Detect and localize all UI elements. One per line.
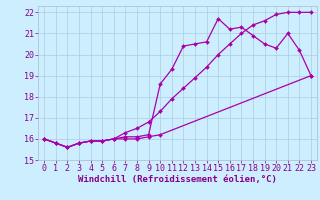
X-axis label: Windchill (Refroidissement éolien,°C): Windchill (Refroidissement éolien,°C) <box>78 175 277 184</box>
